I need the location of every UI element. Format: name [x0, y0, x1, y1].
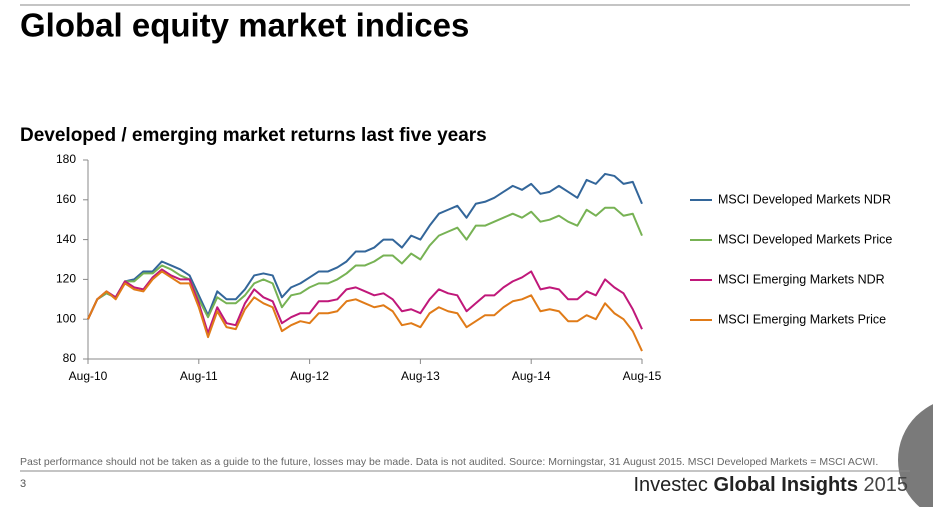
y-tick-label: 120 — [56, 272, 76, 286]
y-tick-label: 100 — [56, 311, 76, 325]
brand: Investec Global Insights 2015 — [633, 474, 908, 496]
x-tick-label: Aug-10 — [69, 369, 108, 383]
y-tick-label: 180 — [56, 152, 76, 166]
series-line — [87, 268, 643, 335]
footnote: Past performance should not be taken as … — [20, 456, 878, 468]
legend-label: MSCI Developed Markets Price — [718, 232, 892, 246]
x-tick-label: Aug-14 — [512, 369, 551, 383]
series-line — [87, 270, 643, 352]
legend-label: MSCI Developed Markets NDR — [718, 192, 891, 206]
legend-label: MSCI Emerging Markets NDR — [718, 272, 885, 286]
x-tick-label: Aug-11 — [180, 369, 218, 383]
slide-title: Global equity market indices — [20, 7, 469, 44]
x-tick-label: Aug-15 — [623, 369, 662, 383]
legend-label: MSCI Emerging Markets Price — [718, 312, 886, 326]
y-tick-label: 160 — [56, 192, 76, 206]
y-tick-label: 80 — [63, 351, 77, 365]
brand-year: 2015 — [864, 474, 909, 496]
brand-name: Investec — [633, 474, 707, 496]
x-tick-label: Aug-12 — [290, 369, 329, 383]
decor-circle — [898, 404, 933, 507]
page-number: 3 — [20, 478, 26, 490]
brand-product: Global Insights — [713, 474, 857, 496]
series-line — [87, 172, 643, 320]
chart-title: Developed / emerging market returns last… — [20, 125, 487, 146]
y-tick-label: 140 — [56, 232, 76, 246]
x-tick-label: Aug-13 — [401, 369, 440, 383]
series-line — [87, 206, 643, 320]
